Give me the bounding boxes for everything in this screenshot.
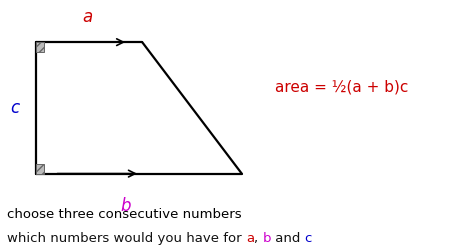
Text: b: b bbox=[120, 197, 131, 215]
Text: which numbers would you have for: which numbers would you have for bbox=[7, 232, 246, 245]
Text: c: c bbox=[10, 99, 20, 117]
Text: area = ½(a + b)c: area = ½(a + b)c bbox=[274, 79, 408, 94]
Text: c: c bbox=[305, 232, 312, 245]
Bar bbox=[36, 42, 44, 52]
Text: choose three consecutive numbers: choose three consecutive numbers bbox=[7, 208, 242, 221]
Text: b: b bbox=[263, 232, 271, 245]
Bar bbox=[36, 164, 44, 174]
Text: ,: , bbox=[254, 232, 263, 245]
Text: a: a bbox=[246, 232, 254, 245]
Text: a: a bbox=[82, 8, 93, 26]
Text: and: and bbox=[271, 232, 305, 245]
